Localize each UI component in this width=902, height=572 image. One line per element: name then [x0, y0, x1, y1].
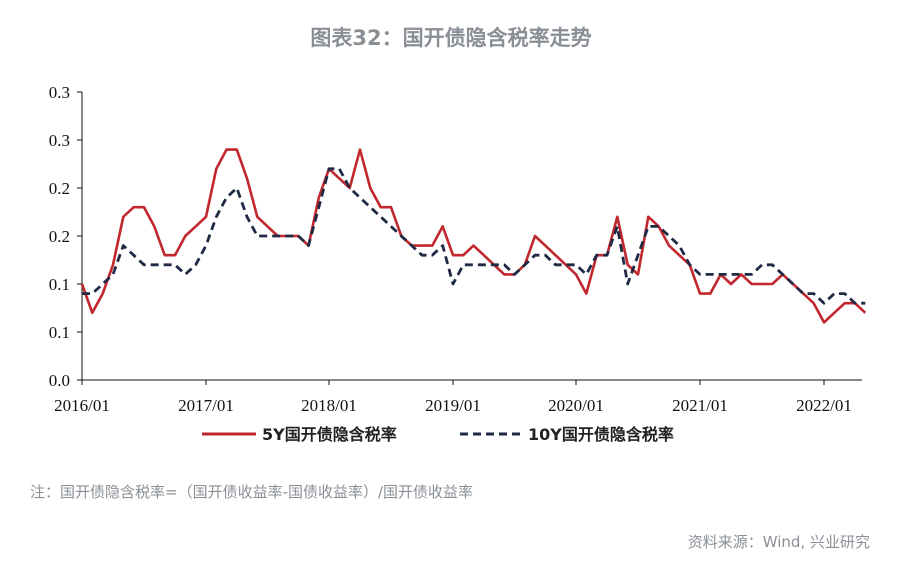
- x-tick-label: 2018/01: [301, 396, 357, 415]
- y-tick-label: 0.2: [49, 179, 70, 198]
- x-tick-label: 2016/01: [54, 396, 110, 415]
- x-tick-label: 2022/01: [796, 396, 852, 415]
- x-tick-label: 2017/01: [178, 396, 234, 415]
- legend: 5Y国开债隐含税率 10Y国开债隐含税率: [202, 425, 674, 444]
- y-tick-label: 0.0: [49, 371, 70, 390]
- x-tick-label: 2019/01: [425, 396, 481, 415]
- axes: 0.0 0.1 0.1 0.2 0.2 0.3 0.3 2016/01 2017/01 2018/…: [49, 83, 862, 415]
- legend-label-10y: 10Y国开债隐含税率: [528, 425, 674, 444]
- series-line-5y: [80, 148, 867, 324]
- y-tick-label: 0.2: [49, 227, 70, 246]
- legend-label-5y: 5Y国开债隐含税率: [262, 425, 397, 444]
- y-tick-label: 0.3: [49, 131, 70, 150]
- source-credit: 资料来源：Wind, 兴业研究: [687, 533, 870, 551]
- y-tick-label: 0.3: [49, 83, 70, 102]
- chart-title: 图表32：国开债隐含税率走势: [310, 26, 592, 50]
- series-layer: [80, 148, 867, 324]
- series-line-10y: [82, 167, 866, 305]
- footnote: 注：国开债隐含税率=（国开债收益率-国债收益率）/国开债收益率: [30, 483, 474, 501]
- x-tick-label: 2020/01: [548, 396, 604, 415]
- x-tick-label: 2021/01: [672, 396, 728, 415]
- y-tick-label: 0.1: [49, 275, 70, 294]
- y-tick-label: 0.1: [49, 323, 70, 342]
